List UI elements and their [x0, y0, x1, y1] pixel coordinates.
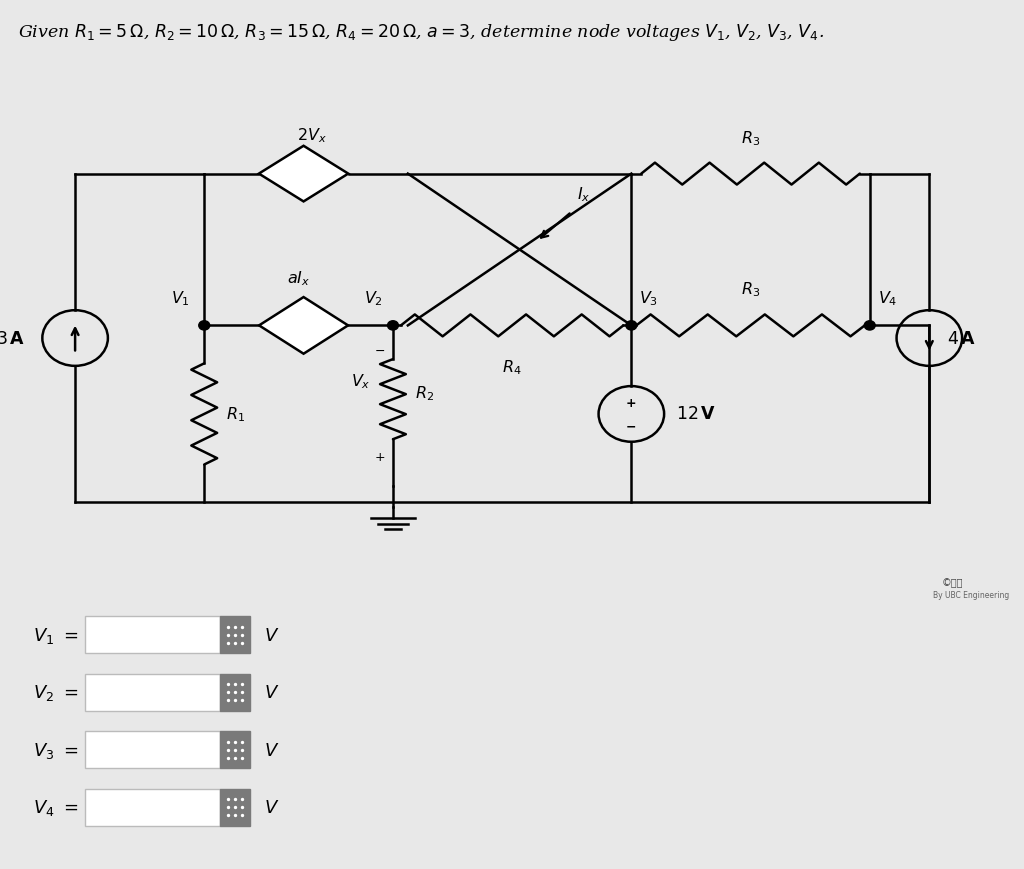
Text: $V$: $V$ — [264, 626, 280, 644]
Text: $3\,\mathbf{A}$: $3\,\mathbf{A}$ — [0, 330, 26, 347]
FancyBboxPatch shape — [220, 788, 250, 826]
Text: $-$: $-$ — [374, 343, 385, 356]
Text: $V$: $V$ — [264, 798, 280, 816]
Text: $V_2$ $=$: $V_2$ $=$ — [33, 682, 78, 702]
Text: $R_2$: $R_2$ — [415, 384, 434, 402]
Circle shape — [864, 322, 876, 330]
Text: By UBC Engineering: By UBC Engineering — [933, 591, 1009, 600]
FancyBboxPatch shape — [220, 616, 250, 653]
Text: $V_3$ $=$: $V_3$ $=$ — [33, 740, 78, 760]
Text: $R_3$: $R_3$ — [741, 129, 760, 148]
Text: $R_1$: $R_1$ — [226, 405, 245, 424]
FancyBboxPatch shape — [220, 673, 250, 711]
Polygon shape — [259, 147, 348, 202]
Circle shape — [387, 322, 398, 330]
Text: −: − — [626, 421, 637, 434]
Text: $+$: $+$ — [374, 450, 385, 463]
FancyBboxPatch shape — [85, 673, 220, 711]
FancyBboxPatch shape — [220, 731, 250, 768]
Text: $V_2$: $V_2$ — [365, 289, 383, 308]
Text: $V_1$ $=$: $V_1$ $=$ — [33, 625, 78, 645]
Text: ©ⒸⓃ: ©ⒸⓃ — [941, 578, 963, 588]
FancyBboxPatch shape — [85, 616, 220, 653]
Text: $I_x$: $I_x$ — [577, 185, 590, 204]
Polygon shape — [259, 298, 348, 355]
Text: $aI_x$: $aI_x$ — [287, 269, 310, 289]
Text: Given $R_1 = 5\,\Omega$, $R_2 = 10\,\Omega$, $R_3 = 15\,\Omega$, $R_4 = 20\,\Ome: Given $R_1 = 5\,\Omega$, $R_2 = 10\,\Ome… — [18, 23, 824, 43]
Text: +: + — [314, 320, 324, 333]
FancyBboxPatch shape — [85, 788, 220, 826]
Text: $V$: $V$ — [264, 740, 280, 759]
Text: −: − — [284, 320, 293, 333]
Text: $V_1$: $V_1$ — [171, 289, 190, 308]
Text: $V$: $V$ — [264, 683, 280, 701]
Text: +: + — [626, 396, 637, 409]
Text: $V_x$: $V_x$ — [351, 371, 371, 390]
Circle shape — [626, 322, 637, 330]
FancyBboxPatch shape — [85, 731, 220, 768]
Text: $V_4$: $V_4$ — [878, 289, 897, 308]
Text: $12\,\mathbf{V}$: $12\,\mathbf{V}$ — [676, 406, 717, 423]
Circle shape — [199, 322, 210, 330]
Text: $R_4$: $R_4$ — [503, 358, 522, 376]
Text: $V_4$ $=$: $V_4$ $=$ — [33, 797, 78, 817]
Text: $V_3$: $V_3$ — [639, 289, 658, 308]
Text: $R_3$: $R_3$ — [741, 281, 760, 299]
Text: $2V_x$: $2V_x$ — [297, 126, 327, 145]
Text: $4\,\mathbf{A}$: $4\,\mathbf{A}$ — [947, 330, 977, 347]
